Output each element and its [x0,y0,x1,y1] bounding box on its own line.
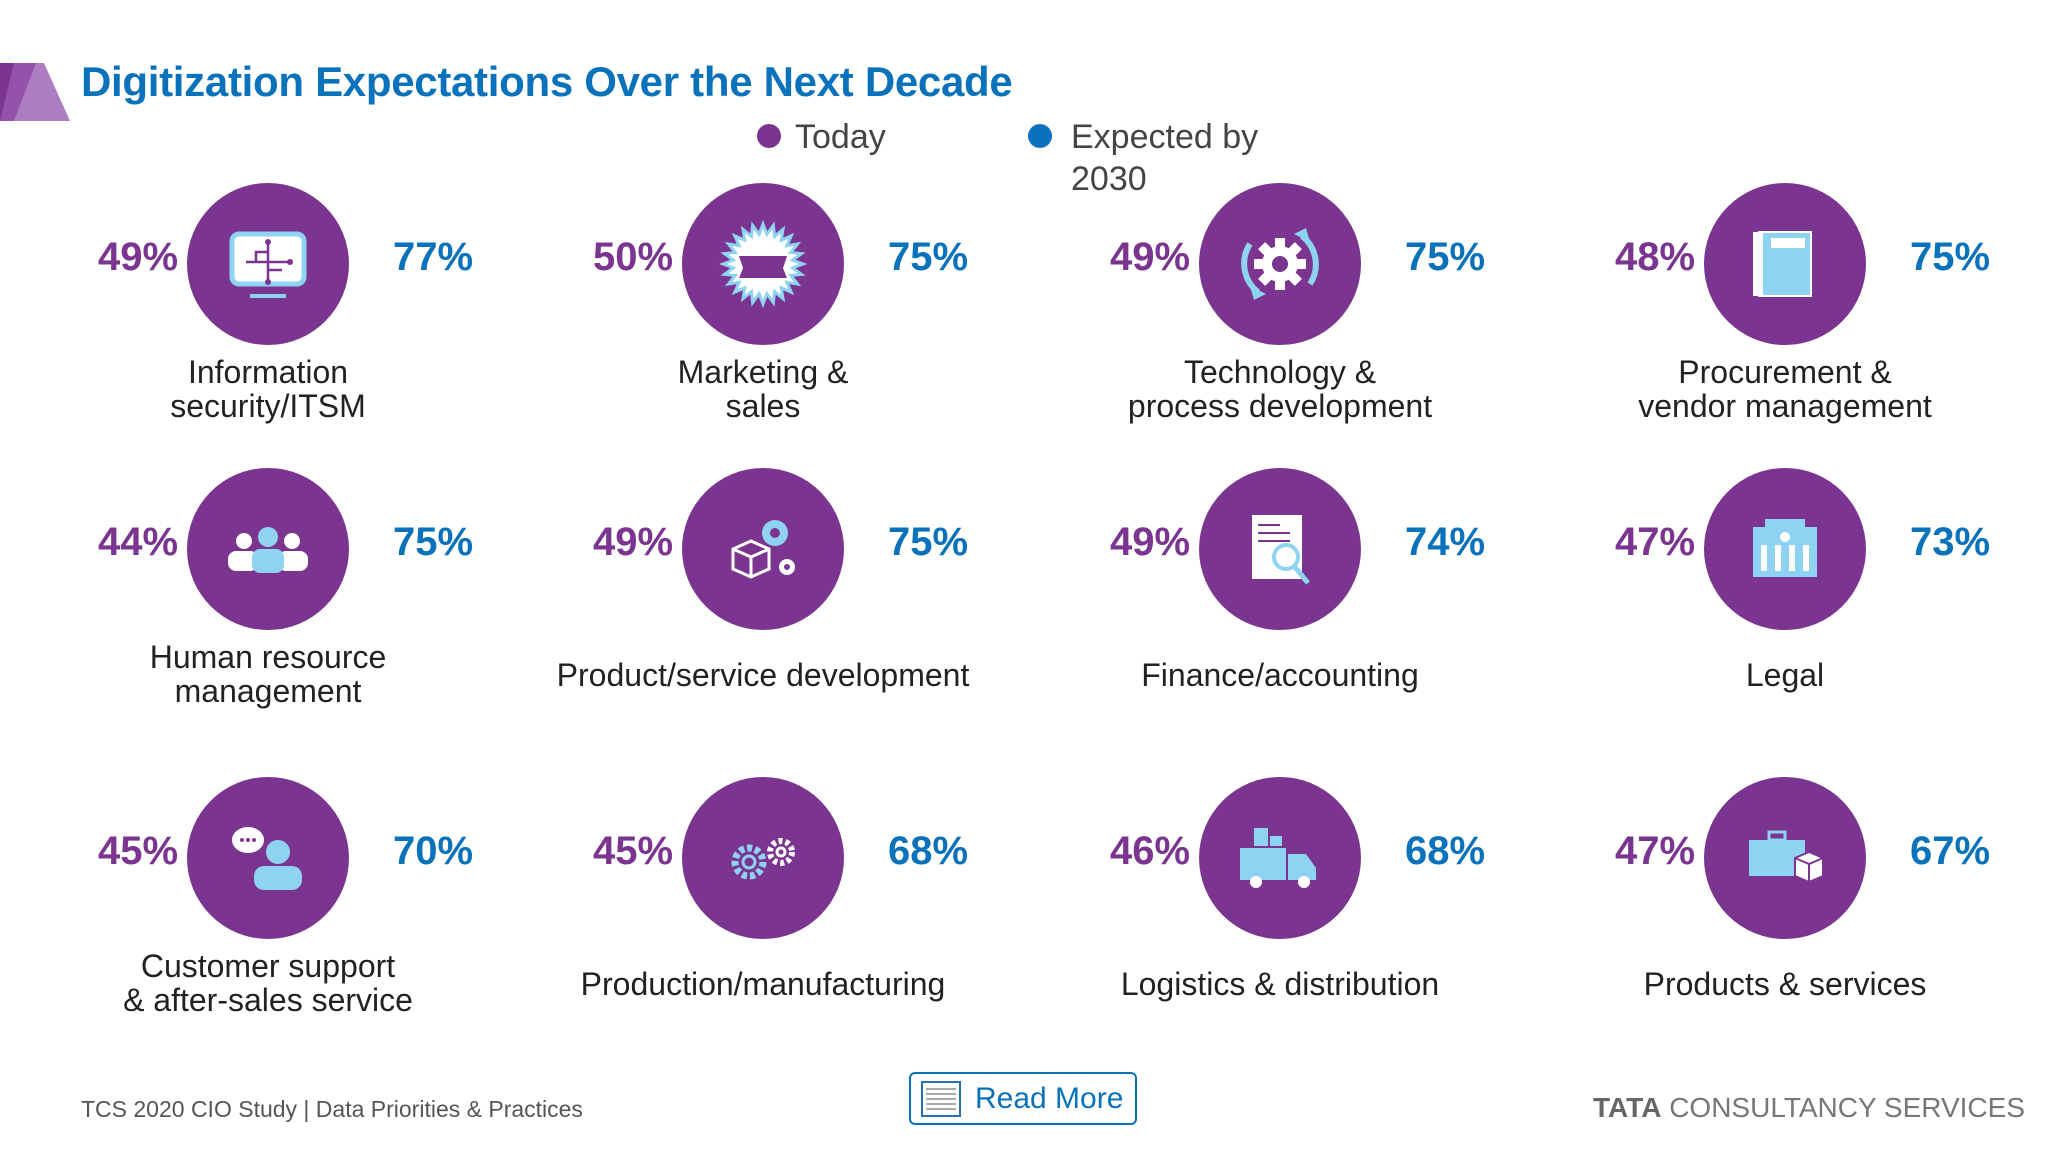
expected-percent: 77% [392,235,474,279]
badge-banner-icon [718,219,808,309]
gear-cycle-icon [1241,228,1319,300]
source-note: TCS 2020 CIO Study | Data Priorities & P… [81,1096,583,1122]
chat-person-circle [187,777,349,939]
briefcase-box-icon [1749,830,1824,884]
chat-person-icon [232,827,302,890]
today-percent: 49% [592,520,674,564]
function-label-line2: & after-sales service [123,982,413,1018]
today-percent: 47% [1614,520,1696,564]
today-percent: 47% [1614,829,1696,873]
corner-decoration [0,63,70,121]
function-label-line1: Customer support [140,948,396,984]
gears-circle [682,777,844,939]
function-label-line1: Legal [1745,657,1825,693]
function-label-line1: Information [187,354,349,390]
binder-circle [1704,183,1866,345]
read-more-label: Read More [975,1081,1124,1115]
today-percent: 45% [592,829,674,873]
expected-percent: 75% [1404,235,1486,279]
legend-today-dot [757,124,781,148]
expected-percent: 73% [1909,520,1991,564]
monitor-circuit-icon [229,231,307,298]
function-label: Legal [1535,658,2035,692]
function-label-line1: Logistics & distribution [1120,966,1440,1002]
legend-expected-line1: Expected by [1071,118,1259,156]
legend-expected-line2: 2030 [1071,160,1147,198]
function-label: Logistics & distribution [1030,967,1530,1001]
binder-icon [1753,231,1812,297]
function-label-line1: Technology & [1183,354,1377,390]
function-label-line1: Human resource [149,639,387,675]
box-gears-icon [731,520,795,579]
function-label: Human resource management [18,640,518,708]
function-label: Production/manufacturing [513,967,1013,1001]
function-label: Customer support & after-sales service [18,949,518,1017]
function-label: Marketing & sales [513,355,1013,423]
today-percent: 48% [1614,235,1696,279]
today-percent: 50% [592,235,674,279]
function-label-line1: Products & services [1643,966,1927,1002]
function-label: Products & services [1535,967,2035,1001]
today-percent: 45% [97,829,179,873]
truck-icon [1240,828,1316,888]
gear-cycle-circle [1199,183,1361,345]
box-gears-circle [682,468,844,630]
document-icon [921,1080,961,1117]
function-label: Technology & process development [1030,355,1530,423]
badge-banner-circle [682,183,844,345]
function-label: Product/service development [513,658,1013,692]
today-percent: 49% [1109,520,1191,564]
function-label: Procurement & vendor management [1535,355,2035,423]
function-label-line2: sales [725,388,801,424]
legend-today: Today [795,118,886,156]
function-label-line2: management [174,673,362,709]
today-percent: 49% [1109,235,1191,279]
function-label-line1: Procurement & [1678,354,1892,390]
expected-percent: 75% [887,235,969,279]
function-label-line1: Marketing & [677,354,849,390]
expected-percent: 68% [1404,829,1486,873]
function-label: Finance/accounting [1030,658,1530,692]
courthouse-icon [1753,519,1817,577]
document-search-icon [1252,515,1310,585]
gears-icon [731,838,795,880]
monitor-circuit-circle [187,183,349,345]
people-icon [228,527,308,573]
expected-percent: 70% [392,829,474,873]
function-label: Information security/ITSM [18,355,518,423]
courthouse-circle [1704,468,1866,630]
legend-expected-dot [1028,124,1052,148]
expected-percent: 75% [1909,235,1991,279]
function-label-line2: vendor management [1638,388,1932,424]
legend-expected: Expected by 2030 [1071,116,1258,200]
expected-percent: 75% [392,520,474,564]
today-percent: 46% [1109,829,1191,873]
function-label-line1: Product/service development [556,657,970,693]
function-label-line2: process development [1127,388,1433,424]
briefcase-box-circle [1704,777,1866,939]
truck-circle [1199,777,1361,939]
read-more-button[interactable]: Read More [909,1072,1137,1125]
expected-percent: 68% [887,829,969,873]
today-percent: 44% [97,520,179,564]
function-label-line1: Finance/accounting [1141,657,1419,693]
expected-percent: 75% [887,520,969,564]
tcs-logo: TATA CONSULTANCY SERVICES [1593,1092,2025,1123]
today-percent: 49% [97,235,179,279]
expected-percent: 67% [1909,829,1991,873]
page-title: Digitization Expectations Over the Next … [81,58,1013,105]
document-search-circle [1199,468,1361,630]
people-circle [187,468,349,630]
function-label-line1: Production/manufacturing [580,966,946,1002]
function-label-line2: security/ITSM [170,388,366,424]
expected-percent: 74% [1404,520,1486,564]
